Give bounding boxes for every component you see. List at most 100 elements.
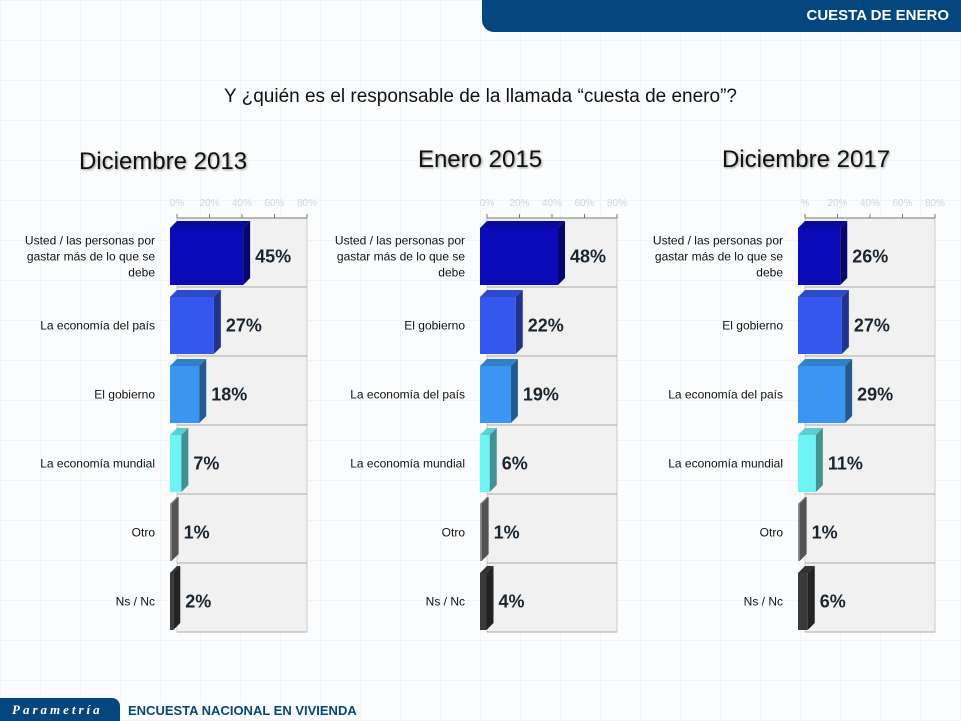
category-label: Ns / Nc: [426, 595, 465, 609]
data-label: 4%: [499, 592, 525, 612]
category-label: Otro: [442, 526, 466, 540]
tick-label: 60%: [264, 198, 284, 209]
chart-title-2017: Diciembre 2017: [721, 146, 891, 173]
data-label: 2%: [185, 592, 211, 612]
tick-label: 20%: [509, 198, 529, 209]
category-label: gastar más de lo que se: [337, 250, 465, 264]
category-label: La economía mundial: [40, 457, 155, 471]
section-header: CUESTA DE ENERO: [482, 0, 961, 32]
category-label: La economía mundial: [350, 457, 465, 471]
bar-front: [480, 297, 516, 354]
category-label: Otro: [132, 526, 156, 540]
bar-front: [480, 435, 490, 492]
bar-1: [480, 221, 565, 285]
bar-side: [243, 221, 251, 285]
bar-top: [798, 497, 807, 504]
category-label: gastar más de lo que se: [27, 250, 155, 264]
category-label: Usted / las personas por: [25, 234, 155, 248]
tick-label: 40%: [860, 198, 880, 209]
bar-front: [480, 366, 511, 423]
bar-side: [515, 290, 523, 354]
bar-top: [170, 428, 189, 435]
bar-top: [798, 428, 823, 435]
data-label: 19%: [523, 385, 559, 405]
bar-front: [798, 435, 816, 492]
data-label: 27%: [226, 316, 262, 336]
bar-side: [213, 290, 221, 354]
bar-side: [171, 497, 179, 561]
bar-front: [798, 366, 846, 423]
category-label: El gobierno: [94, 388, 155, 402]
data-label: 18%: [211, 385, 247, 405]
chart-2013: 0% 20% 40% 60% 80% 45% Usted / las personas po…: [25, 198, 317, 633]
bar-front: [480, 228, 558, 285]
bar-front: [170, 366, 200, 423]
chart-2017: % 20% 40% 60% 80% 26% Usted / las personas por…: [653, 198, 945, 633]
category-label: Ns / Nc: [744, 595, 783, 609]
bar-front: [170, 504, 172, 561]
bar-side: [489, 428, 497, 492]
bar-front: [798, 504, 800, 561]
bar-top: [170, 497, 179, 504]
bar-2: [480, 290, 523, 354]
category-label: gastar más de lo que se: [655, 250, 783, 264]
category-label: La economía mundial: [668, 457, 783, 471]
tick-label: 80%: [607, 198, 627, 209]
survey-name: ENCUESTA NACIONAL EN VIVIENDA: [128, 703, 357, 718]
bar-6: [170, 566, 181, 630]
data-label: 22%: [528, 316, 564, 336]
bar-front: [170, 573, 174, 630]
bar-3: [480, 359, 518, 423]
tick-label: 60%: [892, 198, 912, 209]
bar-top: [798, 359, 853, 366]
bar-top: [798, 566, 815, 573]
bar-top: [480, 359, 518, 366]
data-label: 6%: [502, 454, 528, 474]
category-label: El gobierno: [722, 319, 783, 333]
tick-label: 20%: [827, 198, 847, 209]
bar-5: [798, 497, 807, 561]
bar-side: [510, 359, 518, 423]
bar-top: [480, 221, 565, 228]
bar-top: [170, 566, 181, 573]
bar-top: [170, 359, 207, 366]
data-label: 1%: [812, 523, 838, 543]
data-label: 7%: [193, 454, 219, 474]
bar-side: [181, 428, 189, 492]
data-label: 11%: [828, 454, 863, 474]
data-label: 1%: [184, 523, 210, 543]
data-label: 27%: [854, 316, 890, 336]
bar-front: [480, 504, 482, 561]
chart-title-2013: Diciembre 2013: [78, 148, 248, 175]
tick-label: 40%: [542, 198, 562, 209]
chart-title-2015: Enero 2015: [417, 146, 543, 173]
bar-front: [480, 573, 487, 630]
bar-side: [841, 290, 849, 354]
bar-3: [170, 359, 207, 423]
tick-label: %: [801, 198, 810, 209]
bar-top: [480, 497, 489, 504]
tick-label: 60%: [574, 198, 594, 209]
bar-3: [798, 359, 853, 423]
bar-5: [170, 497, 179, 561]
bar-side: [845, 359, 853, 423]
bar-4: [480, 428, 497, 492]
category-label: La economía del país: [668, 388, 783, 402]
category-label: Otro: [760, 526, 784, 540]
category-label: Usted / las personas por: [335, 234, 465, 248]
bar-front: [170, 435, 182, 492]
bar-side: [815, 428, 823, 492]
bar-6: [480, 566, 494, 630]
bar-front: [170, 297, 214, 354]
bar-side: [173, 566, 181, 630]
category-label: debe: [756, 266, 783, 280]
parametria-logo: Parametría: [0, 698, 120, 721]
bar-side: [807, 566, 815, 630]
tick-label: 40%: [232, 198, 252, 209]
category-label: El gobierno: [404, 319, 465, 333]
bar-5: [480, 497, 489, 561]
bar-4: [798, 428, 823, 492]
bar-top: [170, 221, 251, 228]
category-label: debe: [438, 266, 465, 280]
tick-label: 20%: [199, 198, 219, 209]
